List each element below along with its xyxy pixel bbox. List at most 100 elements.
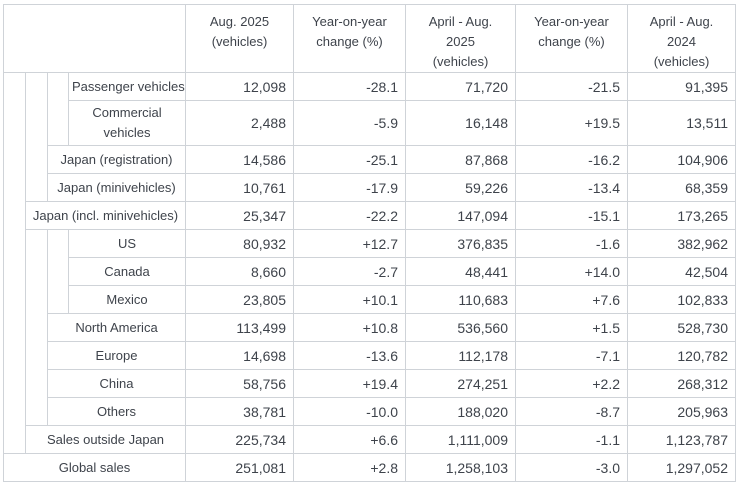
value-cell: -15.1 xyxy=(515,201,628,230)
row-label-passenger-vehicles: Passenger vehicles xyxy=(68,72,186,101)
table-row: China 58,756 +19.4 274,251 +2.2 268,312 xyxy=(4,369,736,398)
header-line: (vehicles) xyxy=(211,34,268,49)
value-cell: 147,094 xyxy=(405,201,516,230)
table-row: Commercial vehicles 2,488 -5.9 16,148 +1… xyxy=(4,100,736,146)
header-line: Year-on-year xyxy=(534,14,609,29)
value-cell: +2.8 xyxy=(293,453,406,482)
table-row: Japan (incl. minivehicles) 25,347 -22.2 … xyxy=(4,201,736,230)
header-line: Year-on-year xyxy=(312,14,387,29)
value-cell: -1.1 xyxy=(515,425,628,454)
value-cell: 536,560 xyxy=(405,313,516,342)
indent-spacer-registration-group xyxy=(47,72,69,146)
value-cell: 1,297,052 xyxy=(627,453,736,482)
value-cell: 8,660 xyxy=(185,257,294,286)
value-cell: 91,395 xyxy=(627,72,736,101)
value-cell: -1.6 xyxy=(515,229,628,258)
row-label-sales-outside-japan: Sales outside Japan xyxy=(25,425,186,454)
table-row: Europe 14,698 -13.6 112,178 -7.1 120,782 xyxy=(4,341,736,370)
table-corner-cell xyxy=(3,4,186,73)
value-cell: +10.8 xyxy=(293,313,406,342)
value-cell: -16.2 xyxy=(515,145,628,174)
header-line: 2024 xyxy=(667,34,696,49)
value-cell: 14,698 xyxy=(185,341,294,370)
value-cell: -10.0 xyxy=(293,397,406,426)
header-line: April - Aug. xyxy=(428,14,493,29)
value-cell: 173,265 xyxy=(627,201,736,230)
indent-spacer-japan-group xyxy=(25,72,48,202)
value-cell: 120,782 xyxy=(627,341,736,370)
header-line: Aug. 2025 xyxy=(209,14,270,29)
value-cell: 110,683 xyxy=(405,285,516,314)
row-label-us: US xyxy=(68,229,186,258)
value-cell: 268,312 xyxy=(627,369,736,398)
sales-table: Aug. 2025 (vehicles) Year-on-year change… xyxy=(3,4,736,482)
value-cell: 113,499 xyxy=(185,313,294,342)
value-cell: +2.2 xyxy=(515,369,628,398)
value-cell: 104,906 xyxy=(627,145,736,174)
value-cell: 58,756 xyxy=(185,369,294,398)
header-line: 2025 xyxy=(446,34,475,49)
value-cell: 13,511 xyxy=(627,100,736,146)
value-cell: 10,761 xyxy=(185,173,294,202)
value-cell: 14,586 xyxy=(185,145,294,174)
table-row: North America 113,499 +10.8 536,560 +1.5… xyxy=(4,313,736,342)
value-cell: -17.9 xyxy=(293,173,406,202)
value-cell: 102,833 xyxy=(627,285,736,314)
value-cell: -2.7 xyxy=(293,257,406,286)
column-header-yoy-change-2: Year-on-year change (%) xyxy=(515,4,628,73)
value-cell: 12,098 xyxy=(185,72,294,101)
table-row: Sales outside Japan 225,734 +6.6 1,111,0… xyxy=(4,425,736,454)
table-row: Passenger vehicles 12,098 -28.1 71,720 -… xyxy=(3,72,736,454)
value-cell: 274,251 xyxy=(405,369,516,398)
value-cell: 16,148 xyxy=(405,100,516,146)
row-label-commercial-vehicles: Commercial vehicles xyxy=(68,100,186,146)
table-row: US 80,932 +12.7 376,835 -1.6 382,962 xyxy=(4,229,736,426)
value-cell: +6.6 xyxy=(293,425,406,454)
table-row: Japan (registration) 14,586 -25.1 87,868… xyxy=(4,145,736,174)
value-cell: 225,734 xyxy=(185,425,294,454)
row-label-japan-registration: Japan (registration) xyxy=(47,145,186,174)
row-label-global-sales: Global sales xyxy=(3,453,186,482)
table-row: Canada 8,660 -2.7 48,441 +14.0 42,504 xyxy=(4,257,736,286)
indent-spacer-outside-japan-group xyxy=(25,229,48,426)
value-cell: 205,963 xyxy=(627,397,736,426)
value-cell: 251,081 xyxy=(185,453,294,482)
row-label-canada: Canada xyxy=(68,257,186,286)
value-cell: 87,868 xyxy=(405,145,516,174)
value-cell: 38,781 xyxy=(185,397,294,426)
header-row: Aug. 2025 (vehicles) Year-on-year change… xyxy=(3,4,736,73)
value-cell: +12.7 xyxy=(293,229,406,258)
value-cell: -5.9 xyxy=(293,100,406,146)
value-cell: -22.2 xyxy=(293,201,406,230)
value-cell: +19.4 xyxy=(293,369,406,398)
value-cell: 112,178 xyxy=(405,341,516,370)
column-header-april-aug-2024: April - Aug. 2024 (vehicles) xyxy=(627,4,736,73)
value-cell: 1,111,009 xyxy=(405,425,516,454)
value-cell: -13.4 xyxy=(515,173,628,202)
value-cell: 42,504 xyxy=(627,257,736,286)
value-cell: -25.1 xyxy=(293,145,406,174)
value-cell: 188,020 xyxy=(405,397,516,426)
indent-spacer-north-america-group xyxy=(47,229,69,314)
table-row: Mexico 23,805 +10.1 110,683 +7.6 102,833 xyxy=(4,285,736,314)
row-label-japan-incl-minivehicles: Japan (incl. minivehicles) xyxy=(25,201,186,230)
header-line: change (%) xyxy=(538,34,605,49)
row-label-mexico: Mexico xyxy=(68,285,186,314)
row-label-north-america: North America xyxy=(47,313,186,342)
table-row: Global sales 251,081 +2.8 1,258,103 -3.0… xyxy=(3,453,736,482)
value-cell: 48,441 xyxy=(405,257,516,286)
value-cell: -13.6 xyxy=(293,341,406,370)
value-cell: 376,835 xyxy=(405,229,516,258)
header-line: (vehicles) xyxy=(432,54,489,69)
row-label-china: China xyxy=(47,369,186,398)
value-cell: -28.1 xyxy=(293,72,406,101)
value-cell: -3.0 xyxy=(515,453,628,482)
value-cell: 68,359 xyxy=(627,173,736,202)
value-cell: +1.5 xyxy=(515,313,628,342)
value-cell: +7.6 xyxy=(515,285,628,314)
value-cell: 59,226 xyxy=(405,173,516,202)
header-line: April - Aug. xyxy=(649,14,714,29)
value-cell: +10.1 xyxy=(293,285,406,314)
value-cell: 80,932 xyxy=(185,229,294,258)
